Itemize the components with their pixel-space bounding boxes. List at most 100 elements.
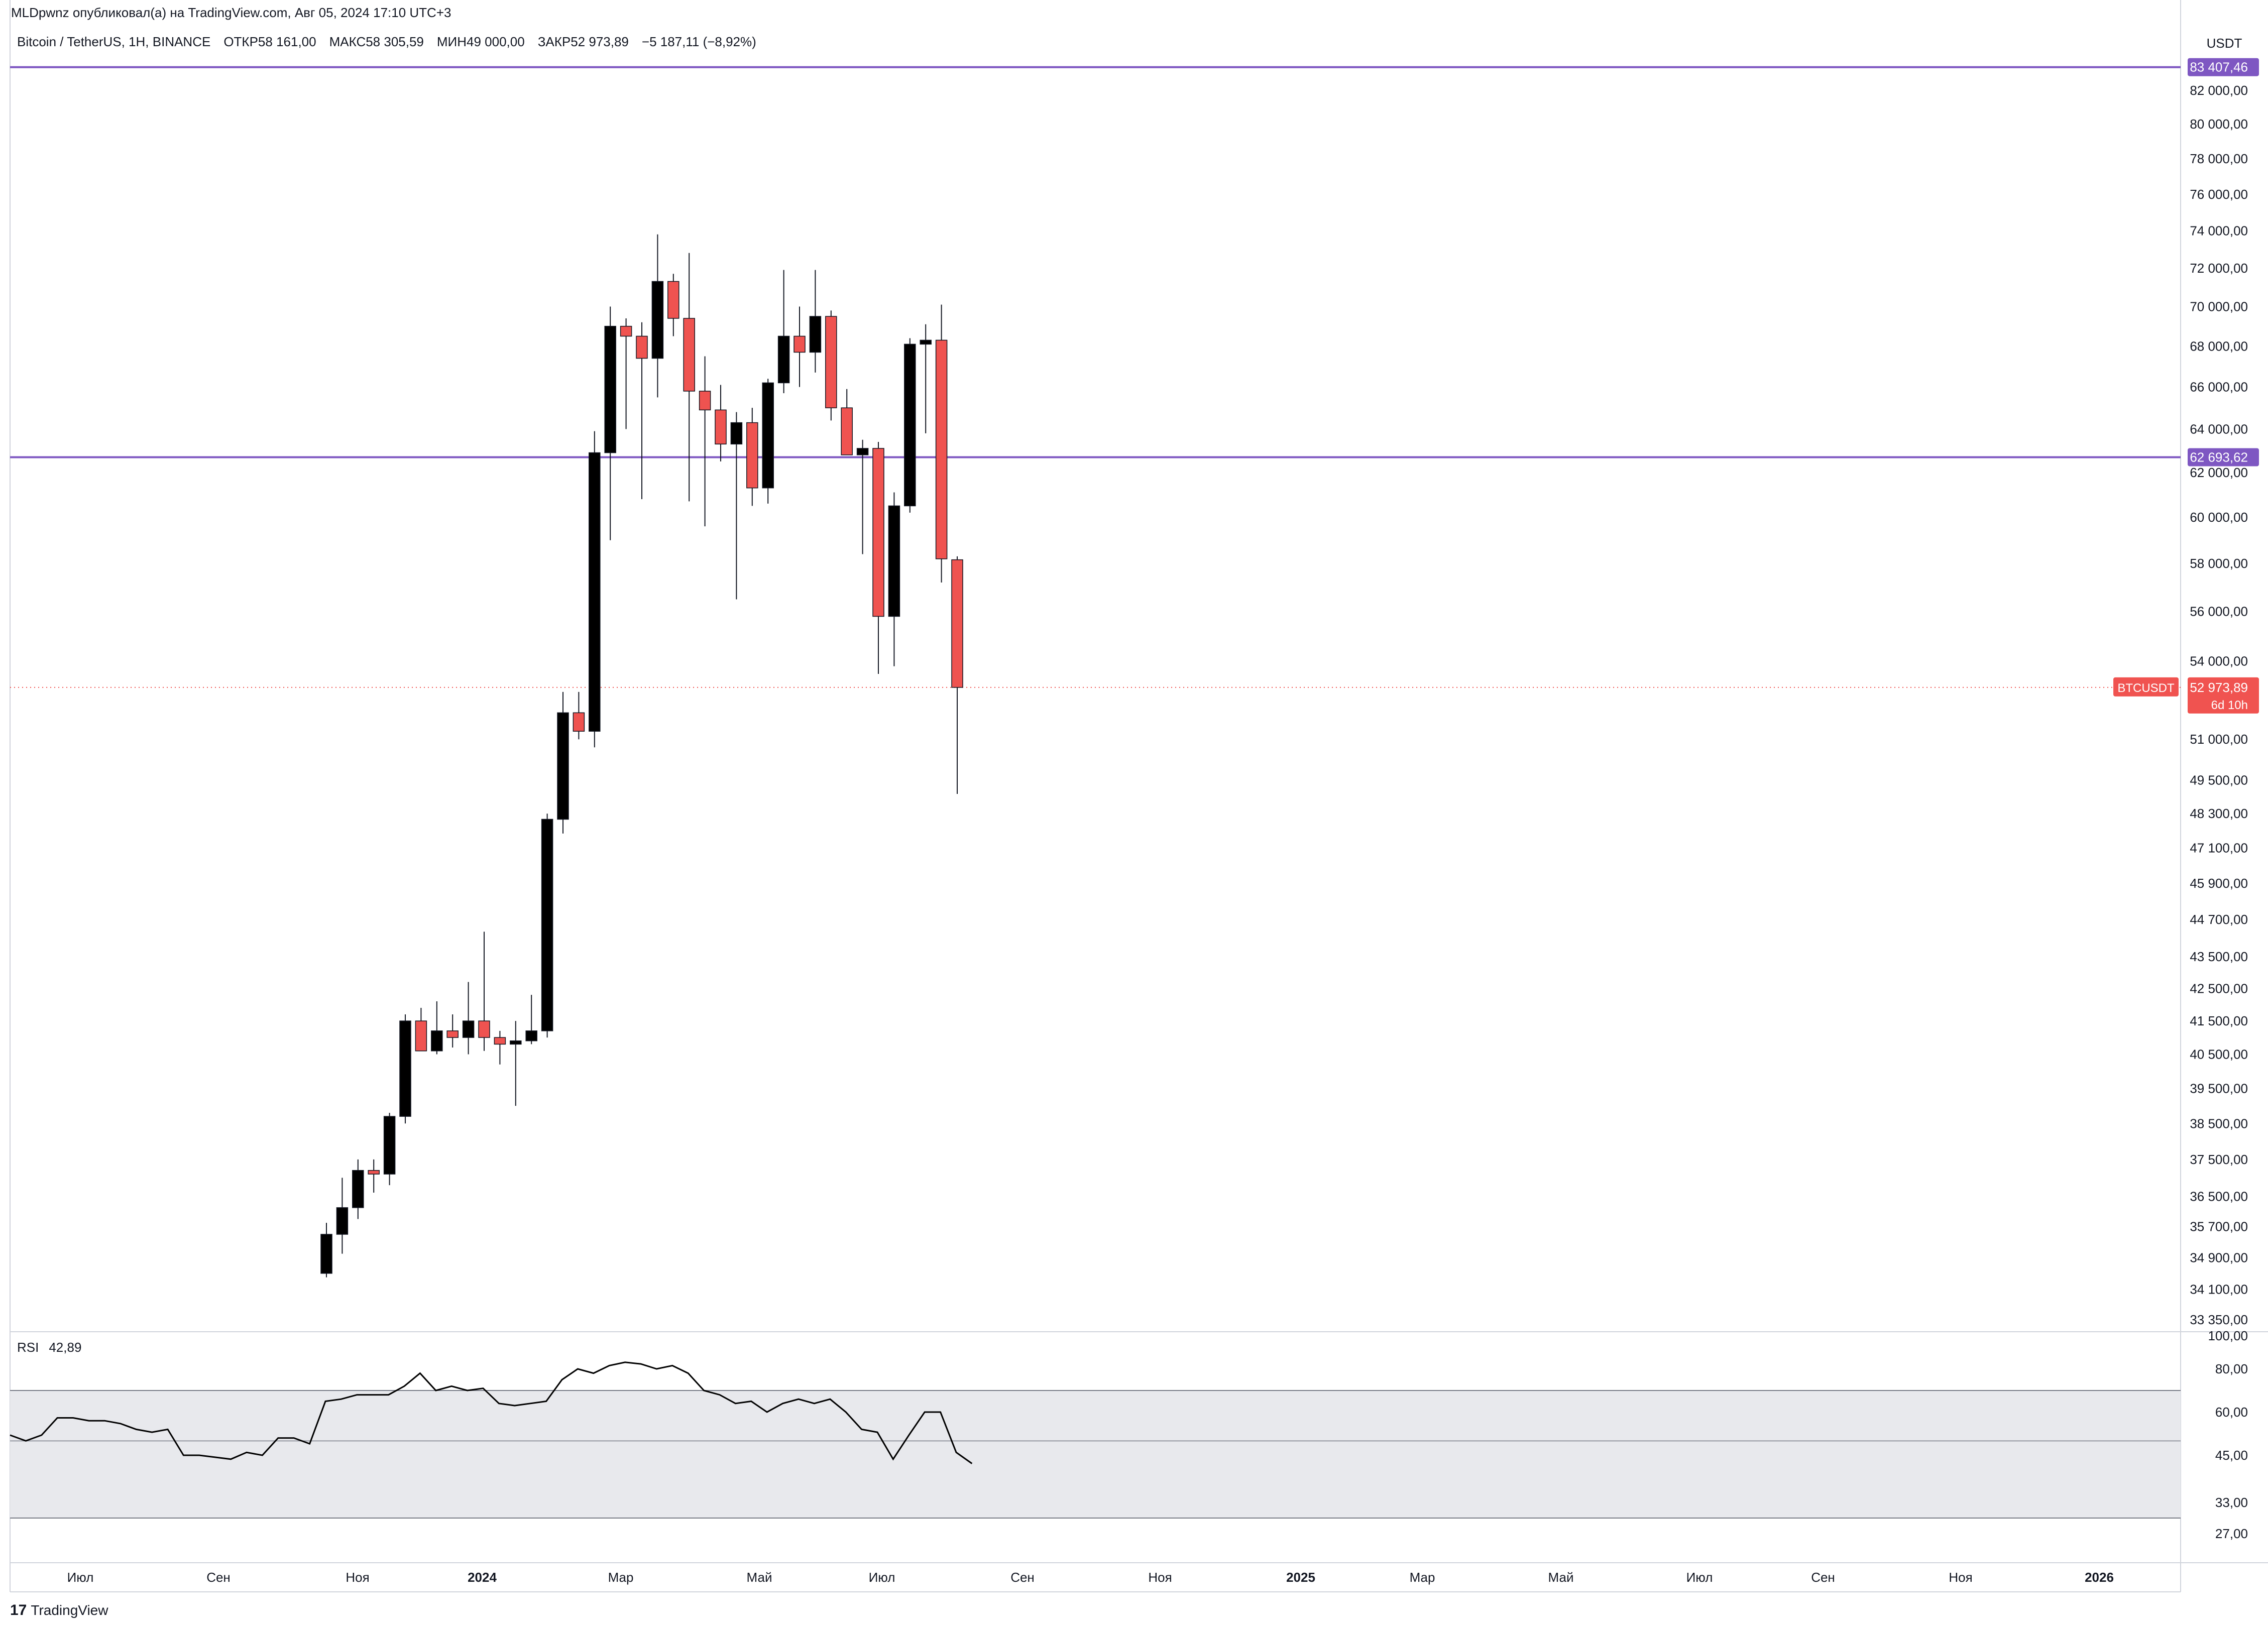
candle-body[interactable]	[320, 1234, 332, 1274]
time-axis-label: Май	[1548, 1570, 1574, 1585]
price-axis[interactable]: USDT 82 000,00 80 000,00 78 000,00 76 000,00…	[2190, 36, 2248, 1327]
candle-body[interactable]	[888, 505, 900, 617]
candle-body[interactable]	[809, 316, 822, 353]
price-axis-tick: 39 500,00	[2190, 1081, 2248, 1096]
level-price-badge	[2188, 58, 2259, 76]
time-axis-label: 2024	[468, 1570, 497, 1585]
candle-body[interactable]	[620, 325, 632, 337]
candle-body[interactable]	[383, 1116, 396, 1175]
candle-body[interactable]	[636, 335, 648, 359]
rsi-axis-tick: 80,00	[2215, 1361, 2248, 1376]
time-axis-label: Июл	[869, 1570, 895, 1585]
rsi-axis-tick: 60,00	[2215, 1405, 2248, 1420]
rsi-value: 42,89	[49, 1340, 82, 1355]
candle-body[interactable]	[841, 407, 853, 455]
price-axis-tick: 72 000,00	[2190, 261, 2248, 276]
price-axis-tick: 40 500,00	[2190, 1047, 2248, 1062]
tradingview-logo[interactable]: 17 TradingView	[10, 1602, 108, 1619]
price-axis-tick: 33 350,00	[2190, 1312, 2248, 1327]
time-axis-label: Сен	[1010, 1570, 1035, 1585]
candle-body[interactable]	[951, 559, 963, 688]
candle-body[interactable]	[730, 422, 743, 445]
price-axis-tick: 42 500,00	[2190, 981, 2248, 996]
rsi-label[interactable]: RSI	[17, 1340, 39, 1355]
candle-body[interactable]	[856, 448, 869, 455]
candle-series[interactable]	[320, 234, 963, 1278]
candle-body[interactable]	[920, 339, 932, 345]
time-axis-label: 2025	[1286, 1570, 1315, 1585]
candle-body[interactable]	[431, 1030, 443, 1052]
price-axis-tick: 34 900,00	[2190, 1250, 2248, 1265]
candles[interactable]	[320, 234, 963, 1278]
candle-body[interactable]	[746, 422, 758, 489]
price-axis-tick: 54 000,00	[2190, 654, 2248, 669]
current-price-label: 52 973,89	[2190, 680, 2248, 695]
candle-body[interactable]	[446, 1030, 459, 1038]
price-axis-tick: 56 000,00	[2190, 604, 2248, 619]
candle-body[interactable]	[462, 1020, 475, 1038]
price-axis-tick: 44 700,00	[2190, 912, 2248, 927]
rsi-axis-tick: 33,00	[2215, 1495, 2248, 1510]
price-axis-tick: 35 700,00	[2190, 1219, 2248, 1234]
rsi-pane[interactable]: 100,00 80,00 60,00 45,00 33,00 27,00	[10, 1328, 2248, 1541]
tradingview-brand: TradingView	[31, 1602, 108, 1618]
time-axis-label: Мар	[1410, 1570, 1435, 1585]
horizontal-levels[interactable]: 83 407,46 62 693,62 BTCUSDT 52 973,89 6d 10h	[10, 58, 2259, 714]
rsi-line[interactable]	[10, 1361, 973, 1464]
level-price-label: 62 693,62	[2190, 449, 2248, 465]
candle-body[interactable]	[510, 1040, 522, 1045]
candle-body[interactable]	[762, 382, 774, 489]
candle-body[interactable]	[352, 1170, 364, 1208]
candle-body[interactable]	[825, 316, 837, 408]
candle-body[interactable]	[777, 335, 790, 384]
candle-body[interactable]	[715, 409, 727, 445]
candle-body[interactable]	[415, 1020, 427, 1052]
price-axis-tick: 38 500,00	[2190, 1116, 2248, 1131]
candle-body[interactable]	[604, 325, 616, 453]
symbol-name[interactable]: Bitcoin / TetherUS, 1H, BINANCE	[17, 34, 211, 49]
candle-body[interactable]	[557, 712, 569, 820]
legend-close: ЗАКР52 973,89	[537, 34, 629, 49]
time-axis[interactable]: Июл Сен Ноя 2024 Мар Май Июл Сен Ноя 2025 Мар Май Ию…	[67, 1570, 2114, 1585]
candle-body[interactable]	[494, 1037, 506, 1045]
candle-body[interactable]	[667, 281, 679, 319]
symbol-tag-badge[interactable]	[2113, 677, 2179, 697]
candle-body[interactable]	[525, 1030, 537, 1041]
price-axis-tick: 82 000,00	[2190, 83, 2248, 98]
time-axis-label: Ноя	[346, 1570, 369, 1585]
candle-body[interactable]	[573, 712, 585, 732]
chart-frame	[10, 0, 2268, 1592]
candle-body[interactable]	[336, 1207, 349, 1235]
price-axis-tick: 76 000,00	[2190, 187, 2248, 202]
candle-body[interactable]	[793, 335, 806, 353]
candle-body[interactable]	[935, 339, 948, 559]
time-axis-label: Июл	[67, 1570, 94, 1585]
price-axis-tick: 37 500,00	[2190, 1152, 2248, 1167]
current-price-badge	[2188, 677, 2259, 714]
candle-body[interactable]	[699, 391, 711, 411]
rsi-axis-tick: 27,00	[2215, 1526, 2248, 1541]
price-axis-tick: 78 000,00	[2190, 151, 2248, 166]
price-axis-tick: 43 500,00	[2190, 949, 2248, 964]
price-axis-tick: 34 100,00	[2190, 1282, 2248, 1297]
candle-body[interactable]	[589, 452, 601, 732]
legend-high: МАКС58 305,59	[329, 34, 424, 49]
candle-body[interactable]	[478, 1020, 490, 1038]
price-axis-tick: 45 900,00	[2190, 876, 2248, 891]
legend-open: ОТКР58 161,00	[223, 34, 316, 49]
candle-body[interactable]	[904, 343, 916, 507]
time-axis-label: Ноя	[1148, 1570, 1172, 1585]
time-axis-label: Сен	[206, 1570, 231, 1585]
time-axis-label: Мар	[608, 1570, 634, 1585]
candle-body[interactable]	[399, 1020, 411, 1117]
candle-body[interactable]	[872, 448, 884, 617]
candle-body[interactable]	[651, 281, 664, 359]
candle-body[interactable]	[683, 318, 695, 392]
price-axis-currency[interactable]: USDT	[2207, 36, 2242, 51]
symbol-legend: Bitcoin / TetherUS, 1H, BINANCE ОТКР58 1…	[17, 34, 756, 50]
candle-body[interactable]	[368, 1170, 380, 1175]
candle-body[interactable]	[541, 819, 553, 1031]
time-axis-label: Май	[747, 1570, 772, 1585]
price-axis-tick: 47 100,00	[2190, 841, 2248, 856]
